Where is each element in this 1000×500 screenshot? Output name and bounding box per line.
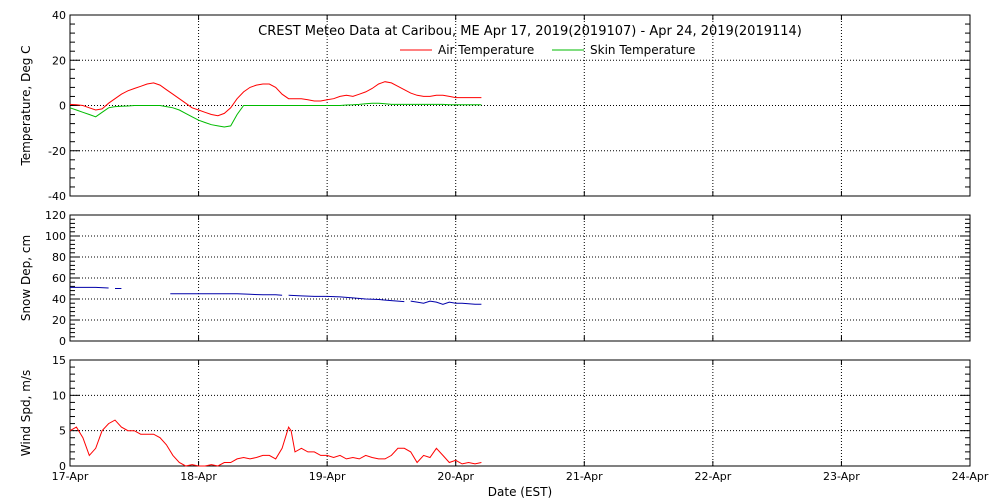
x-tick-label: 21-Apr [566, 470, 603, 483]
snow-y-tick-label: 100 [45, 230, 66, 243]
temperature-plot-frame [69, 14, 971, 197]
x-tick-label: 17-Apr [52, 470, 89, 483]
wind-y-tick-label: 5 [59, 425, 66, 438]
temperature-y-tick-label: 0 [59, 100, 66, 113]
x-tick-label: 19-Apr [309, 470, 346, 483]
snow-series-0-line-seg-3 [288, 294, 405, 303]
snow-series-0-line-seg-0 [70, 286, 109, 289]
temperature-y-tick-label: -40 [48, 190, 66, 203]
temperature-y-axis-label: Temperature, Deg C [19, 45, 33, 166]
legend: Air Temperature Skin Temperature [400, 43, 695, 57]
wind-speed-panel: 15 10 5 0 Wind Spd, m/s 17-Apr 18-Apr 19-Apr 20-… [19, 354, 989, 483]
legend-label-air: Air Temperature [438, 43, 534, 57]
x-tick-label: 24-Apr [952, 470, 989, 483]
x-tick-label: 23-Apr [823, 470, 860, 483]
x-tick-label: 20-Apr [437, 470, 474, 483]
x-tick-label: 18-Apr [180, 470, 217, 483]
snow-plot-frame [69, 214, 971, 342]
wind-y-tick-label: 15 [52, 354, 66, 367]
snow-series-0-line-seg-2 [170, 293, 283, 296]
snow-y-axis-label: Snow Dep, cm [19, 235, 33, 321]
wind-y-tick-label: 0 [59, 460, 66, 473]
x-tick-label: 22-Apr [694, 470, 731, 483]
temperature-y-tick-label: -20 [48, 145, 66, 158]
snow-y-tick-label: 40 [52, 293, 66, 306]
x-axis-label: Date (EST) [488, 485, 552, 499]
temperature-series-0-line [69, 81, 482, 117]
snow-y-tick-label: 120 [45, 209, 66, 222]
wind-y-axis-label: Wind Spd, m/s [19, 370, 33, 456]
snow-y-tick-label: 80 [52, 251, 66, 264]
chart-title: CREST Meteo Data at Caribou, ME Apr 17, … [258, 24, 802, 39]
snow-y-tick-label: 20 [52, 314, 66, 327]
legend-label-skin: Skin Temperature [590, 43, 695, 57]
temperature-series-1-line [69, 102, 482, 128]
snow-y-tick-label: 60 [52, 272, 66, 285]
snow-y-tick-label: 0 [59, 335, 66, 348]
wind-series-0-line [69, 419, 482, 467]
snow-series-0-line-seg-4 [410, 300, 482, 305]
temperature-y-tick-label: 40 [52, 9, 66, 22]
temperature-panel: 40 20 0 -20 -40 Temperature, Deg C [19, 9, 971, 203]
wind-plot-frame [69, 359, 971, 467]
snow-depth-panel: 120 100 80 60 40 20 0 Snow Dep, cm [19, 209, 971, 348]
temperature-y-tick-label: 20 [52, 54, 66, 67]
wind-y-tick-label: 10 [52, 389, 66, 402]
